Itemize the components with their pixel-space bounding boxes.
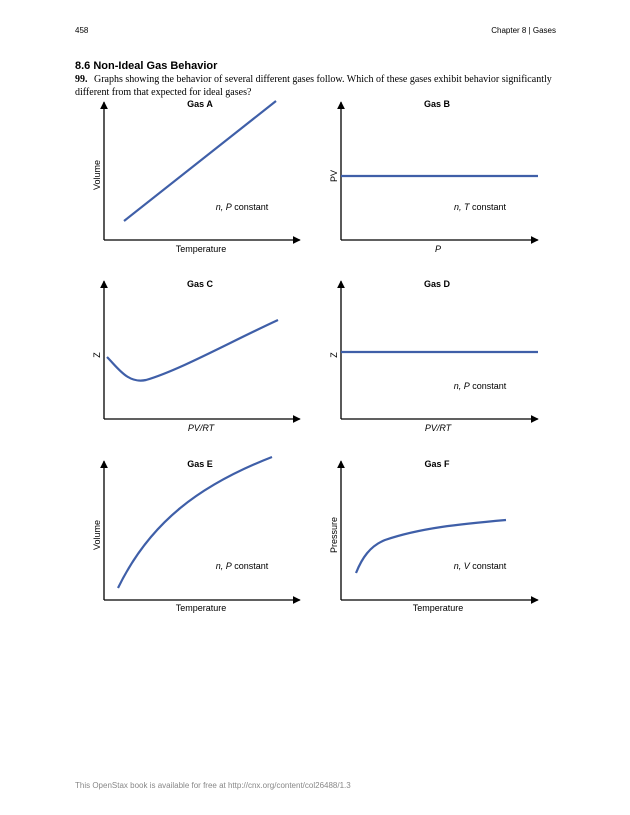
question-number: 99. (75, 74, 88, 85)
constant-note: n, P constant (216, 202, 269, 212)
note-variables: n, P (216, 561, 232, 571)
footer-note: This OpenStax book is available for free… (75, 781, 351, 790)
y-axis-label: Pressure (329, 517, 339, 553)
constant-note: n, T constant (454, 202, 507, 212)
data-curve (106, 319, 279, 382)
note-variables: n, V (454, 561, 471, 571)
graph-title: Gas F (424, 459, 450, 469)
question: 99. Graphs showing the behavior of sever… (75, 73, 555, 99)
question-text: Graphs showing the behavior of several d… (75, 74, 552, 98)
y-axis-label: Z (92, 352, 102, 358)
y-axis-label: Z (329, 352, 339, 358)
constant-note: n, V constant (454, 561, 507, 571)
data-curve (117, 455, 273, 589)
note-text: constant (232, 202, 269, 212)
x-axis-label: PV/RT (425, 423, 453, 433)
y-axis-label: PV (329, 170, 339, 182)
data-curve (354, 518, 507, 574)
note-text: constant (470, 381, 507, 391)
data-curve (123, 100, 277, 222)
y-axis-label: Volume (92, 160, 102, 190)
section-title: 8.6 Non-Ideal Gas Behavior (75, 60, 218, 72)
graph-title: Gas C (187, 279, 214, 289)
x-axis-label: Temperature (176, 244, 227, 254)
page-number: 458 (75, 26, 89, 35)
note-variables: n, P (454, 381, 470, 391)
graph-gas-c: Gas C PV/RT Z (92, 279, 301, 433)
x-axis-label: PV/RT (188, 423, 216, 433)
graph-gas-d: Gas D PV/RT Z n, P constant (329, 279, 539, 433)
graph-title: Gas B (424, 99, 451, 109)
x-axis-label: P (435, 244, 441, 254)
y-axis-label: Volume (92, 520, 102, 550)
graph-title: Gas E (187, 459, 213, 469)
graph-title: Gas A (187, 99, 213, 109)
note-text: constant (470, 561, 507, 571)
graph-gas-f: Gas F Temperature Pressure n, V constant (329, 459, 539, 613)
note-variables: n, T (454, 202, 471, 212)
graph-gas-b: Gas B P PV n, T constant (329, 99, 539, 254)
chapter-header: Chapter 8 | Gases (491, 26, 556, 35)
note-text: constant (469, 202, 506, 212)
note-variables: n, P (216, 202, 232, 212)
graph-title: Gas D (424, 279, 451, 289)
graph-gas-e: Gas E Temperature Volume n, P constant (92, 455, 301, 613)
x-axis-label: Temperature (413, 603, 464, 613)
graph-gas-a: Gas A Temperature Volume n, P constant (92, 99, 301, 254)
constant-note: n, P constant (216, 561, 269, 571)
constant-note: n, P constant (454, 381, 507, 391)
x-axis-label: Temperature (176, 603, 227, 613)
note-text: constant (232, 561, 269, 571)
